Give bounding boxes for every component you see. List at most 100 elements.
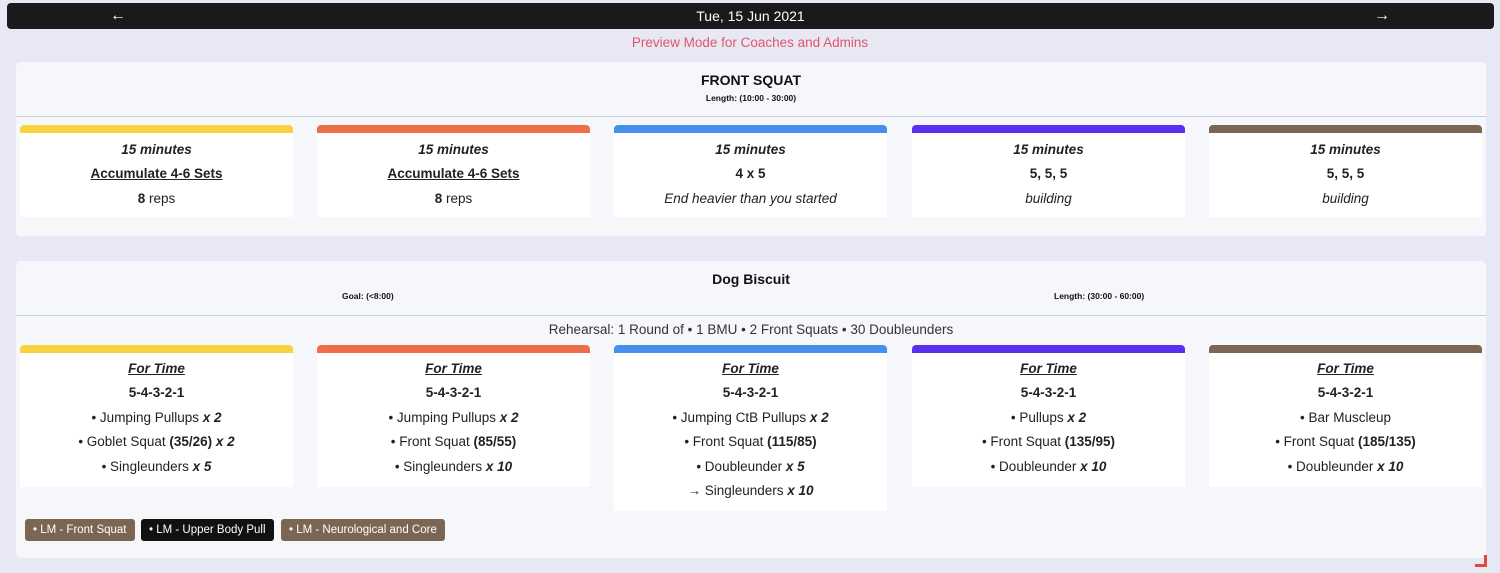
scheme: 5, 5, 5 (1029, 166, 1068, 181)
section-title: Dog Biscuit (712, 271, 790, 287)
scheme-link[interactable]: Accumulate 4-6 Sets (387, 166, 520, 181)
rehearsal-text: Rehearsal: 1 Round of • 1 BMU • 2 Front … (548, 322, 954, 337)
movement-line: • Jumping CtB Pullups x 2 (614, 408, 887, 428)
movement-name: • Singleunders (394, 459, 486, 474)
level-color-bar (912, 125, 1185, 133)
previous-day-arrow-icon[interactable]: ← (110, 7, 126, 24)
level-column-2: For Time 5-4-3-2-1 • Jumping Pullups x 2… (317, 345, 590, 487)
level-color-bar (1209, 345, 1482, 353)
tag-lm-neurological-and-core[interactable]: • LM - Neurological and Core (281, 519, 445, 541)
movement-name: • Doubleunder (990, 459, 1081, 474)
movement-multiplier: x 10 (485, 459, 513, 474)
movement-name: • Singleunders (101, 459, 193, 474)
scheme: 5, 5, 5 (1326, 166, 1365, 181)
level-column-4: For Time 5-4-3-2-1 • Pullups x 2 • Front… (912, 345, 1185, 487)
movement-name: → Singleunders (687, 483, 788, 498)
rep-scheme: 5-4-3-2-1 (425, 385, 482, 400)
note: building (1025, 191, 1072, 206)
scheme: 4 x 5 (735, 166, 766, 181)
level-column-3: For Time 5-4-3-2-1 • Jumping CtB Pullups… (614, 345, 887, 511)
movement-line: • Doubleunder x 5 (614, 457, 887, 477)
workout-type: For Time (128, 361, 185, 376)
tag-lm-front-squat[interactable]: • LM - Front Squat (25, 519, 135, 541)
reps-detail: 8 reps (20, 189, 293, 209)
section-goal: Goal: (<8:00) (342, 291, 394, 301)
workout-type: For Time (425, 361, 482, 376)
reps-unit: reps (145, 191, 176, 206)
current-date: Tue, 15 Jun 2021 (696, 8, 805, 24)
movement-multiplier: x 5 (785, 459, 805, 474)
movement-line: • Front Squat (85/55) (317, 432, 590, 452)
movement-line: • Front Squat (185/135) (1209, 432, 1482, 452)
level-color-bar (20, 345, 293, 353)
duration: 15 minutes (1013, 142, 1084, 157)
section-divider (16, 315, 1486, 316)
movement-multiplier: x 2 (1067, 410, 1087, 425)
rep-scheme: 5-4-3-2-1 (1020, 385, 1077, 400)
movement-multiplier: x 2 (809, 410, 829, 425)
movement-multiplier: x 2 (202, 410, 222, 425)
movement-multiplier: x 2 (499, 410, 519, 425)
movement-multiplier: x 2 (212, 434, 235, 449)
tag-lm-upper-body-pull[interactable]: • LM - Upper Body Pull (141, 519, 274, 541)
workout-type: For Time (1317, 361, 1374, 376)
note: building (1322, 191, 1369, 206)
reps-unit: reps (442, 191, 473, 206)
level-column-3: 15 minutes 4 x 5 End heavier than you st… (614, 125, 887, 217)
movement-name: • Doubleunder (1287, 459, 1378, 474)
reps-detail: 8 reps (317, 189, 590, 209)
level-column-2: 15 minutes Accumulate 4-6 Sets 8 reps (317, 125, 590, 217)
movement-weight: (35/26) (169, 434, 213, 449)
level-color-bar (1209, 125, 1482, 133)
level-color-bar (317, 125, 590, 133)
movement-name: • Doubleunder (696, 459, 786, 474)
level-column-5: For Time 5-4-3-2-1 • Bar Muscleup • Fron… (1209, 345, 1482, 487)
movement-line: • Singleunders x 10 (317, 457, 590, 477)
workout-type: For Time (1020, 361, 1077, 376)
movement-line: • Front Squat (135/95) (912, 432, 1185, 452)
section-length: Length: (10:00 - 30:00) (705, 93, 797, 103)
level-column-1: 15 minutes Accumulate 4-6 Sets 8 reps (20, 125, 293, 217)
level-color-bar (912, 345, 1185, 353)
movement-multiplier: x 10 (787, 483, 814, 498)
level-color-bar (614, 125, 887, 133)
movement-name: • Pullups (1010, 410, 1068, 425)
reps-number: 8 (137, 191, 146, 206)
note: End heavier than you started (664, 191, 837, 206)
movement-name: • Jumping Pullups (91, 410, 203, 425)
level-color-bar (20, 125, 293, 133)
duration: 15 minutes (121, 142, 192, 157)
level-color-bar (317, 345, 590, 353)
next-day-arrow-icon[interactable]: → (1374, 7, 1390, 24)
movement-multiplier: x 10 (1377, 459, 1404, 474)
rep-scheme: 5-4-3-2-1 (1317, 385, 1374, 400)
front-squat-section: FRONT SQUAT Length: (10:00 - 30:00) 15 m… (16, 62, 1486, 236)
date-navigation-bar: ← Tue, 15 Jun 2021 → (7, 3, 1494, 29)
movement-multiplier: x 10 (1080, 459, 1107, 474)
movement-name: • Bar Muscleup (1299, 410, 1391, 425)
duration: 15 minutes (715, 142, 786, 157)
movement-weight: (85/55) (473, 434, 517, 449)
movement-line: • Bar Muscleup (1209, 408, 1482, 428)
movement-line: • Front Squat (115/85) (614, 432, 887, 452)
resize-handle-icon[interactable] (1475, 555, 1487, 567)
movement-line: • Jumping Pullups x 2 (20, 408, 293, 428)
movement-weight: (185/135) (1357, 434, 1416, 449)
movement-line: • Doubleunder x 10 (1209, 457, 1482, 477)
movement-name: • Front Squat (1275, 434, 1358, 449)
section-length: Length: (30:00 - 60:00) (1054, 291, 1145, 301)
movement-line: • Jumping Pullups x 2 (317, 408, 590, 428)
rep-scheme: 5-4-3-2-1 (722, 385, 779, 400)
movement-name: • Jumping Pullups (388, 410, 500, 425)
level-color-bar (614, 345, 887, 353)
movement-line: • Doubleunder x 10 (912, 457, 1185, 477)
section-title: FRONT SQUAT (700, 72, 802, 88)
dog-biscuit-section: Dog Biscuit Goal: (<8:00) Length: (30:00… (16, 261, 1486, 558)
level-column-4: 15 minutes 5, 5, 5 building (912, 125, 1185, 217)
scheme-link[interactable]: Accumulate 4-6 Sets (90, 166, 223, 181)
workout-type: For Time (722, 361, 779, 376)
level-column-1: For Time 5-4-3-2-1 • Jumping Pullups x 2… (20, 345, 293, 487)
duration: 15 minutes (1310, 142, 1381, 157)
movement-line: • Goblet Squat (35/26) x 2 (20, 432, 293, 452)
movement-multiplier: x 5 (192, 459, 212, 474)
